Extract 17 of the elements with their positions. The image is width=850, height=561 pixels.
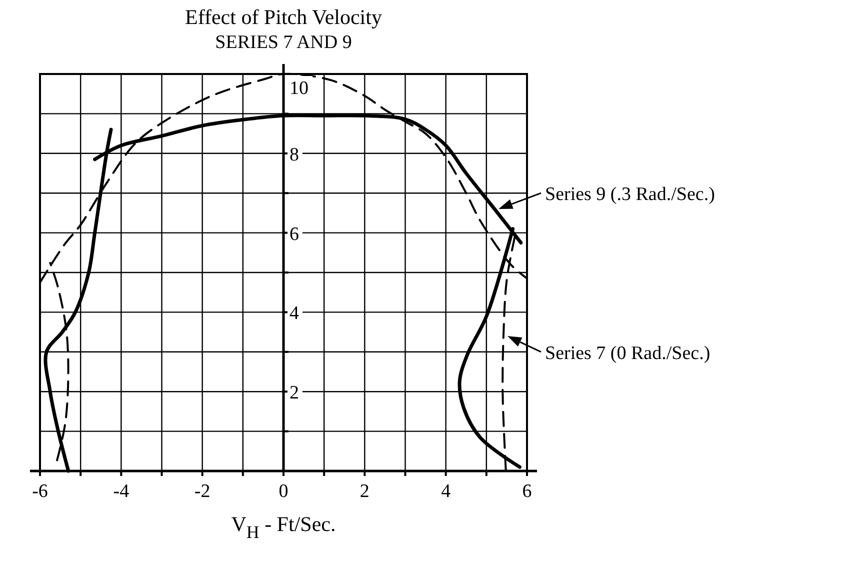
x-tick-label: -4 [113,481,130,502]
y-tick-label: 2 [290,382,299,404]
y-tick-label: 8 [290,144,299,166]
x-tick-label: -2 [194,481,210,502]
chart-subtitle: SERIES 7 AND 9 [215,32,352,53]
chart-title: Effect of Pitch Velocity [185,5,382,29]
x-tick-label: 2 [360,481,370,502]
x-tick-label: 6 [522,481,532,502]
y-tick-label: 6 [290,224,299,245]
y-tick-label: 10 [290,78,308,99]
x-tick-label: 4 [441,481,452,502]
legend-label: Series 7 (0 Rad./Sec.) [545,342,710,364]
x-axis-title: V$_{H}$ - Ft/Sec. [231,512,336,542]
y-tick-label: 4 [290,303,300,324]
legend-label: Series 9 (.3 Rad./Sec.) [545,184,715,206]
x-tick-label: -6 [32,481,48,502]
x-tick-label: 0 [278,481,288,502]
